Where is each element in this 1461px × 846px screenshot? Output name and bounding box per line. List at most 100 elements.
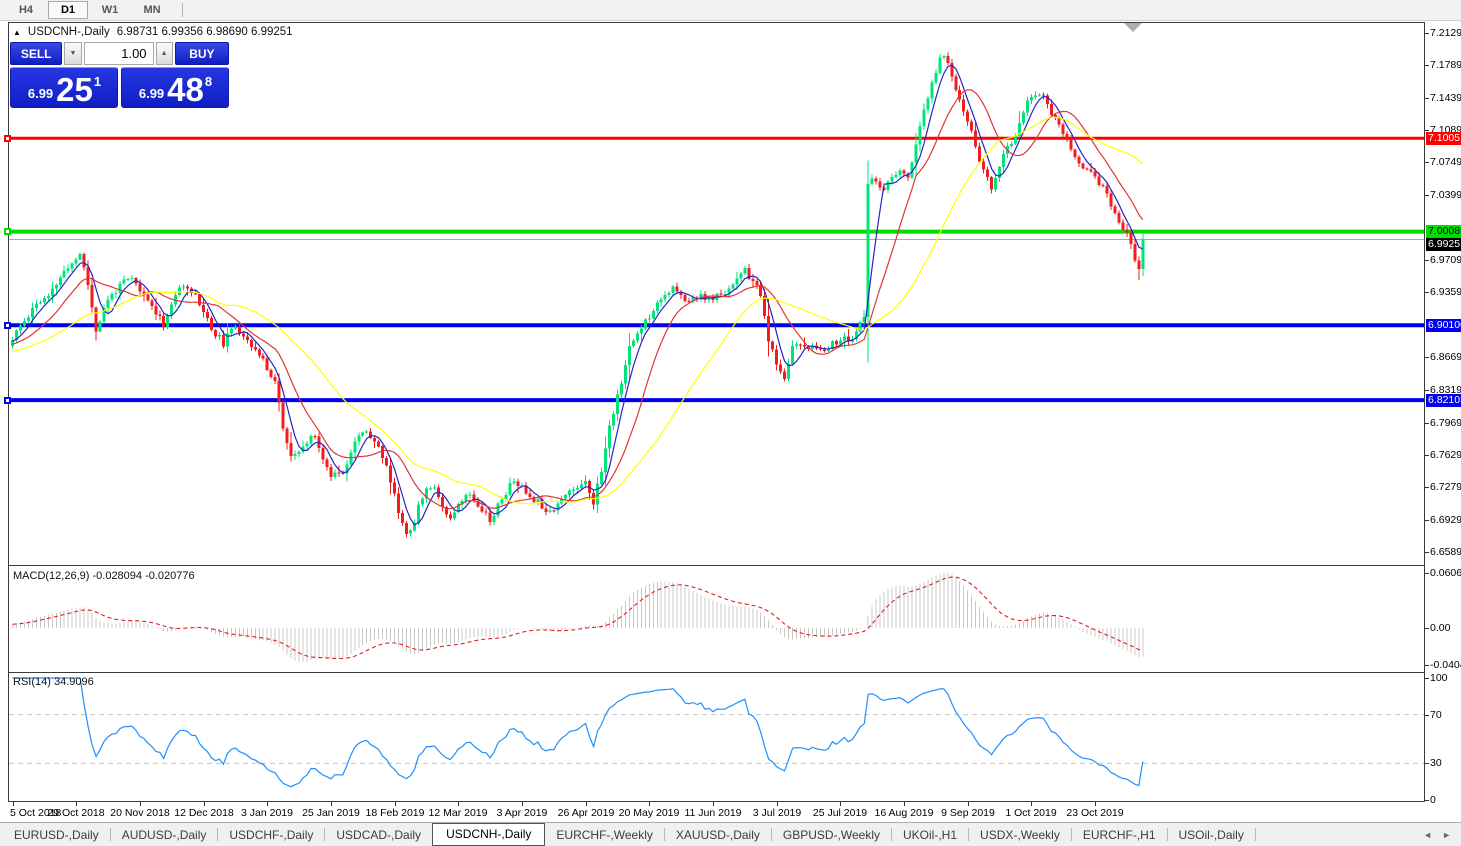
tab-usdx-weekly[interactable]: USDX-,Weekly — [980, 828, 1060, 842]
date-axis-label: 11 Jun 2019 — [684, 807, 742, 819]
price-axis-label: 6.83190 — [1430, 384, 1461, 396]
chart-right-border — [1424, 22, 1425, 802]
spin-up-icon: ▲ — [160, 50, 168, 57]
macd-axis-label: 0.00 — [1430, 622, 1451, 634]
date-axis[interactable]: 5 Oct 2018 29 Oct 2018 20 Nov 2018 12 Dec 2… — [8, 802, 1425, 822]
buy-price-prefix: 6.99 — [138, 86, 165, 101]
rsi-axis-label: 0 — [1430, 794, 1436, 806]
date-axis-label: 12 Dec 2018 — [174, 807, 234, 819]
rsi-indicator-chart[interactable] — [9, 673, 1424, 801]
price-axis-tick — [1425, 552, 1429, 553]
macd-indicator-chart[interactable] — [9, 566, 1424, 672]
date-axis-label: 16 Aug 2019 — [874, 807, 934, 819]
date-axis-tick — [458, 802, 459, 806]
hline-handle[interactable] — [4, 228, 11, 235]
buy-price-button[interactable]: 6.99 48 8 — [121, 67, 229, 108]
tab-separator — [324, 828, 326, 841]
date-axis-tick — [522, 802, 523, 806]
candle-bodies-up — [11, 56, 1145, 534]
tab-separator — [1166, 828, 1168, 841]
sell-button[interactable]: SELL — [10, 42, 63, 65]
price-axis-tick — [1425, 260, 1429, 261]
tabs-scroll-left-icon[interactable]: ◄ — [1423, 830, 1433, 840]
tab-xauusd-daily[interactable]: XAUUSD-,Daily — [675, 828, 760, 842]
date-axis-label: 29 Oct 2018 — [47, 807, 105, 819]
rsi-label: RSI(14) 34.9096 — [13, 676, 94, 688]
macd-axis-tick — [1425, 665, 1429, 666]
tab-audusd-daily[interactable]: AUDUSD-,Daily — [121, 828, 207, 842]
hline-handle[interactable] — [4, 135, 11, 142]
chart-tab-bar: EURUSD-,Daily AUDUSD-,Daily USDCHF-,Dail… — [0, 822, 1461, 846]
tab-eurusd-daily[interactable]: EURUSD-,Daily — [14, 828, 99, 842]
tab-separator — [109, 828, 111, 841]
date-axis-tick — [204, 802, 205, 806]
sell-price-button[interactable]: 6.99 25 1 — [10, 67, 118, 108]
main-price-chart[interactable] — [9, 23, 1424, 565]
volume-decrease-button[interactable]: ▼ — [64, 42, 82, 65]
rsi-axis-label: 100 — [1430, 672, 1448, 684]
timeframe-mn-button[interactable]: MN — [143, 4, 161, 16]
collapse-triangle-icon[interactable]: ▲ — [13, 27, 21, 37]
tabs-scroll-right-icon[interactable]: ► — [1442, 830, 1451, 840]
tab-usdchf-daily[interactable]: USDCHF-,Daily — [229, 828, 314, 842]
buy-button[interactable]: BUY — [174, 42, 229, 65]
price-axis-label: 7.14390 — [1430, 92, 1461, 104]
hline-handle[interactable] — [4, 397, 11, 404]
timeframe-w1-button[interactable]: W1 — [101, 4, 119, 16]
tab-usdcad-daily[interactable]: USDCAD-,Daily — [336, 828, 422, 842]
timeframe-d1-button[interactable]: D1 — [48, 1, 88, 19]
tab-eurchf-h1[interactable]: EURCHF-,H1 — [1082, 828, 1156, 842]
tab-usdcnh-daily[interactable]: USDCNH-,Daily — [432, 823, 546, 846]
date-axis-separator — [8, 801, 1425, 802]
macd-axis-tick — [1425, 628, 1429, 629]
macd-axis-tick — [1425, 573, 1429, 574]
chart-shift-icon[interactable] — [1124, 23, 1142, 32]
tab-usoil-daily[interactable]: USOil-,Daily — [1178, 828, 1244, 842]
rsi-axis-tick — [1425, 800, 1429, 801]
timeframe-toolbar: H4 D1 W1 MN — [0, 0, 1461, 21]
rsi-pane-separator — [8, 672, 1425, 673]
price-axis-tick — [1425, 130, 1429, 131]
hline-price-label: 7.00089 — [1426, 225, 1461, 238]
macd-axis-label: -0.04043 — [1430, 659, 1461, 671]
macd-label: MACD(12,26,9) -0.028094 -0.020776 — [13, 570, 195, 582]
one-click-trading-panel: SELL ▼ ▲ BUY 6.99 25 1 6.99 48 8 — [10, 42, 229, 108]
price-axis-tick — [1425, 98, 1429, 99]
chart-left-border — [8, 22, 9, 802]
macd-signal-line — [12, 576, 1143, 660]
toolbar-separator — [182, 3, 183, 17]
price-axis-tick — [1425, 357, 1429, 358]
current-price-label: 6.99251 — [1426, 238, 1461, 251]
candle-wicks-up — [12, 54, 1144, 537]
price-axis-tick — [1425, 195, 1429, 196]
tab-gbpusd-weekly[interactable]: GBPUSD-,Weekly — [782, 828, 881, 842]
date-axis-label: 1 Oct 2019 — [1005, 807, 1057, 819]
hline-price-label: 7.10051 — [1426, 132, 1461, 145]
price-axis-tick — [1425, 162, 1429, 163]
price-axis-tick — [1425, 33, 1429, 34]
volume-input[interactable] — [83, 42, 154, 65]
date-axis-label: 5 Oct 2018 — [10, 807, 62, 819]
price-axis-label: 6.72790 — [1430, 481, 1461, 493]
price-axis-label: 6.69290 — [1430, 514, 1461, 526]
date-axis-label: 18 Feb 2019 — [365, 807, 425, 819]
timeframe-h4-button[interactable]: H4 — [18, 4, 34, 16]
macd-histogram — [12, 572, 1144, 662]
tab-separator — [217, 828, 219, 841]
tab-eurchf-weekly[interactable]: EURCHF-,Weekly — [556, 828, 653, 842]
tab-ukoil-h1[interactable]: UKOil-,H1 — [903, 828, 958, 842]
ma-34-line — [12, 116, 1144, 505]
tab-separator — [968, 828, 970, 841]
rsi-line — [12, 677, 1144, 788]
hline-handle[interactable] — [4, 322, 11, 329]
date-axis-tick — [968, 802, 969, 806]
price-axis[interactable]: 7.212907.178907.143907.108907.074907.039… — [1425, 22, 1461, 806]
price-axis-label: 6.97090 — [1430, 254, 1461, 266]
rsi-axis-label: 70 — [1430, 709, 1442, 721]
volume-increase-button[interactable]: ▲ — [155, 42, 173, 65]
date-axis-tick — [586, 802, 587, 806]
date-axis-tick — [904, 802, 905, 806]
price-axis-tick — [1425, 487, 1429, 488]
price-axis-label: 7.07490 — [1430, 156, 1461, 168]
price-axis-tick — [1425, 423, 1429, 424]
